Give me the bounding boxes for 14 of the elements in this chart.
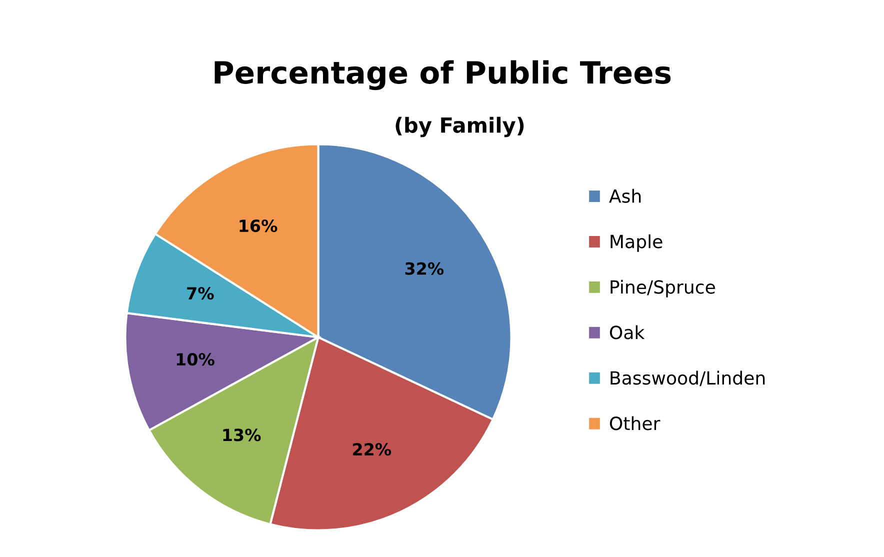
data-label: 7% xyxy=(187,286,214,300)
chart-title: Percentage of Public Trees xyxy=(214,60,671,90)
chart-subtitle: (by Family) xyxy=(396,116,524,138)
data-label: 13% xyxy=(223,428,261,442)
legend-label: Maple xyxy=(610,234,662,252)
legend-label: Other xyxy=(610,416,660,430)
data-label: 10% xyxy=(176,353,214,366)
legend-label: Basswood/Linden xyxy=(610,370,765,386)
data-label: 22% xyxy=(353,443,392,456)
legend-label: Pine/Spruce xyxy=(610,280,715,298)
legend-label: Ash xyxy=(609,188,641,203)
data-label: 16% xyxy=(240,220,278,232)
legend-label: Oak xyxy=(610,325,645,340)
data-label: 32% xyxy=(405,262,444,275)
